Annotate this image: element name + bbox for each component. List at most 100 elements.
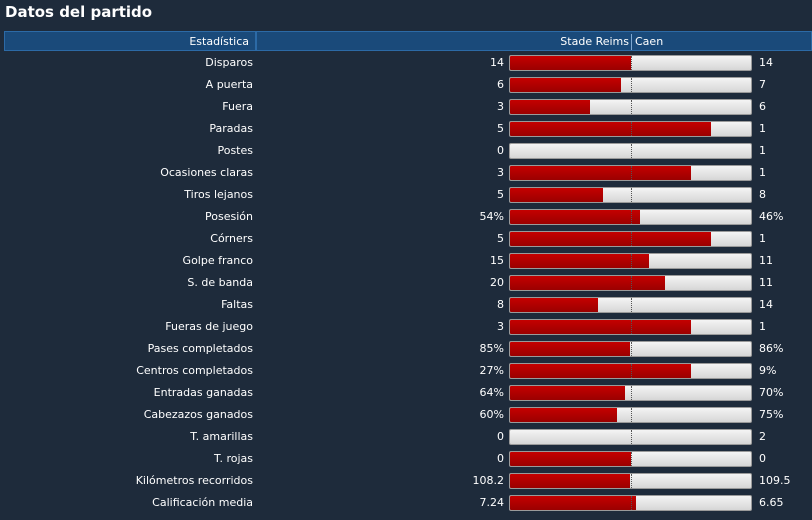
away-value: 70% — [759, 386, 784, 399]
away-value: 7 — [759, 78, 766, 91]
home-share-fill — [510, 210, 641, 224]
stat-row: Postes 0 1 — [0, 140, 812, 162]
stat-label: Entradas ganadas — [153, 386, 253, 399]
stat-label: Córners — [210, 232, 253, 245]
away-value: 6.65 — [759, 496, 784, 509]
home-share-fill — [510, 276, 666, 290]
away-value: 1 — [759, 232, 766, 245]
comparison-bar — [509, 363, 752, 379]
home-share-fill — [510, 56, 631, 70]
midpoint-marker — [631, 188, 632, 202]
home-share-fill — [510, 386, 626, 400]
midpoint-marker — [631, 452, 632, 466]
away-value: 8 — [759, 188, 766, 201]
stat-row: Centros completados 27% 9% — [0, 360, 812, 382]
midpoint-marker — [631, 298, 632, 312]
home-value: 5 — [497, 122, 504, 135]
home-value: 54% — [479, 210, 504, 223]
home-share-fill — [510, 320, 691, 334]
stat-row: T. rojas 0 0 — [0, 448, 812, 470]
midpoint-marker — [631, 56, 632, 70]
stat-label: Posesión — [205, 210, 253, 223]
stat-row: S. de banda 20 11 — [0, 272, 812, 294]
midpoint-marker — [631, 496, 632, 510]
away-value: 1 — [759, 320, 766, 333]
home-share-fill — [510, 408, 618, 422]
home-value: 7.24 — [479, 496, 505, 509]
midpoint-marker — [631, 232, 632, 246]
home-value: 5 — [497, 232, 504, 245]
away-value: 75% — [759, 408, 784, 421]
midpoint-marker — [631, 122, 632, 136]
stat-label: Tiros lejanos — [184, 188, 253, 201]
home-share-fill — [510, 452, 631, 466]
home-share-fill — [510, 100, 591, 114]
header-home-team[interactable]: Stade Reims — [560, 35, 629, 48]
midpoint-marker — [631, 254, 632, 268]
stat-label: Kilómetros recorridos — [135, 474, 253, 487]
comparison-bar — [509, 143, 752, 159]
home-value: 3 — [497, 100, 504, 113]
comparison-bar — [509, 319, 752, 335]
midpoint-marker — [631, 474, 632, 488]
away-value: 1 — [759, 122, 766, 135]
midpoint-marker — [631, 210, 632, 224]
away-value: 11 — [759, 276, 773, 289]
stat-row: Kilómetros recorridos 108.2 109.5 — [0, 470, 812, 492]
away-value: 0 — [759, 452, 766, 465]
stat-row: Fuera 3 6 — [0, 96, 812, 118]
away-value: 46% — [759, 210, 784, 223]
home-value: 108.2 — [472, 474, 505, 487]
stat-label: Pases completados — [147, 342, 253, 355]
home-value: 14 — [490, 56, 504, 69]
home-share-fill — [510, 232, 711, 246]
stat-row: Fueras de juego 3 1 — [0, 316, 812, 338]
stat-label: Calificación media — [152, 496, 253, 509]
stat-row: Cabezazos ganados 60% 75% — [0, 404, 812, 426]
midpoint-marker — [631, 342, 632, 356]
away-value: 11 — [759, 254, 773, 267]
stat-label: Disparos — [205, 56, 253, 69]
comparison-bar — [509, 165, 752, 181]
home-value: 85% — [479, 342, 504, 355]
header-divider — [631, 34, 632, 50]
comparison-bar — [509, 341, 752, 357]
header-stat-column[interactable]: Estadística — [4, 31, 256, 51]
stat-row: Tiros lejanos 5 8 — [0, 184, 812, 206]
comparison-bar — [509, 275, 752, 291]
away-value: 2 — [759, 430, 766, 443]
stat-row: Faltas 8 14 — [0, 294, 812, 316]
stat-label: T. amarillas — [190, 430, 253, 443]
stat-label: Cabezazos ganados — [143, 408, 253, 421]
home-share-fill — [510, 474, 630, 488]
home-value: 0 — [497, 430, 504, 443]
home-share-fill — [510, 78, 622, 92]
midpoint-marker — [631, 430, 632, 444]
stat-row: Entradas ganadas 64% 70% — [0, 382, 812, 404]
stat-label: A puerta — [205, 78, 253, 91]
midpoint-marker — [631, 78, 632, 92]
midpoint-marker — [631, 320, 632, 334]
table-header: Estadística Stade Reims Caen — [4, 31, 812, 51]
stat-row: Córners 5 1 — [0, 228, 812, 250]
home-value: 60% — [479, 408, 504, 421]
header-teams-column: Stade Reims Caen — [256, 31, 812, 51]
stat-row: Calificación media 7.24 6.65 — [0, 492, 812, 514]
header-away-team[interactable]: Caen — [635, 35, 664, 48]
stat-label: Paradas — [209, 122, 253, 135]
midpoint-marker — [631, 386, 632, 400]
comparison-bar — [509, 429, 752, 445]
home-share-fill — [510, 342, 630, 356]
comparison-bar — [509, 385, 752, 401]
away-value: 9% — [759, 364, 777, 377]
stat-row: Golpe franco 15 11 — [0, 250, 812, 272]
away-value: 14 — [759, 56, 773, 69]
home-value: 27% — [479, 364, 504, 377]
comparison-bar — [509, 55, 752, 71]
home-value: 64% — [479, 386, 504, 399]
comparison-bar — [509, 473, 752, 489]
away-value: 6 — [759, 100, 766, 113]
stat-row: Posesión 54% 46% — [0, 206, 812, 228]
stat-label: Postes — [217, 144, 253, 157]
comparison-bar — [509, 297, 752, 313]
